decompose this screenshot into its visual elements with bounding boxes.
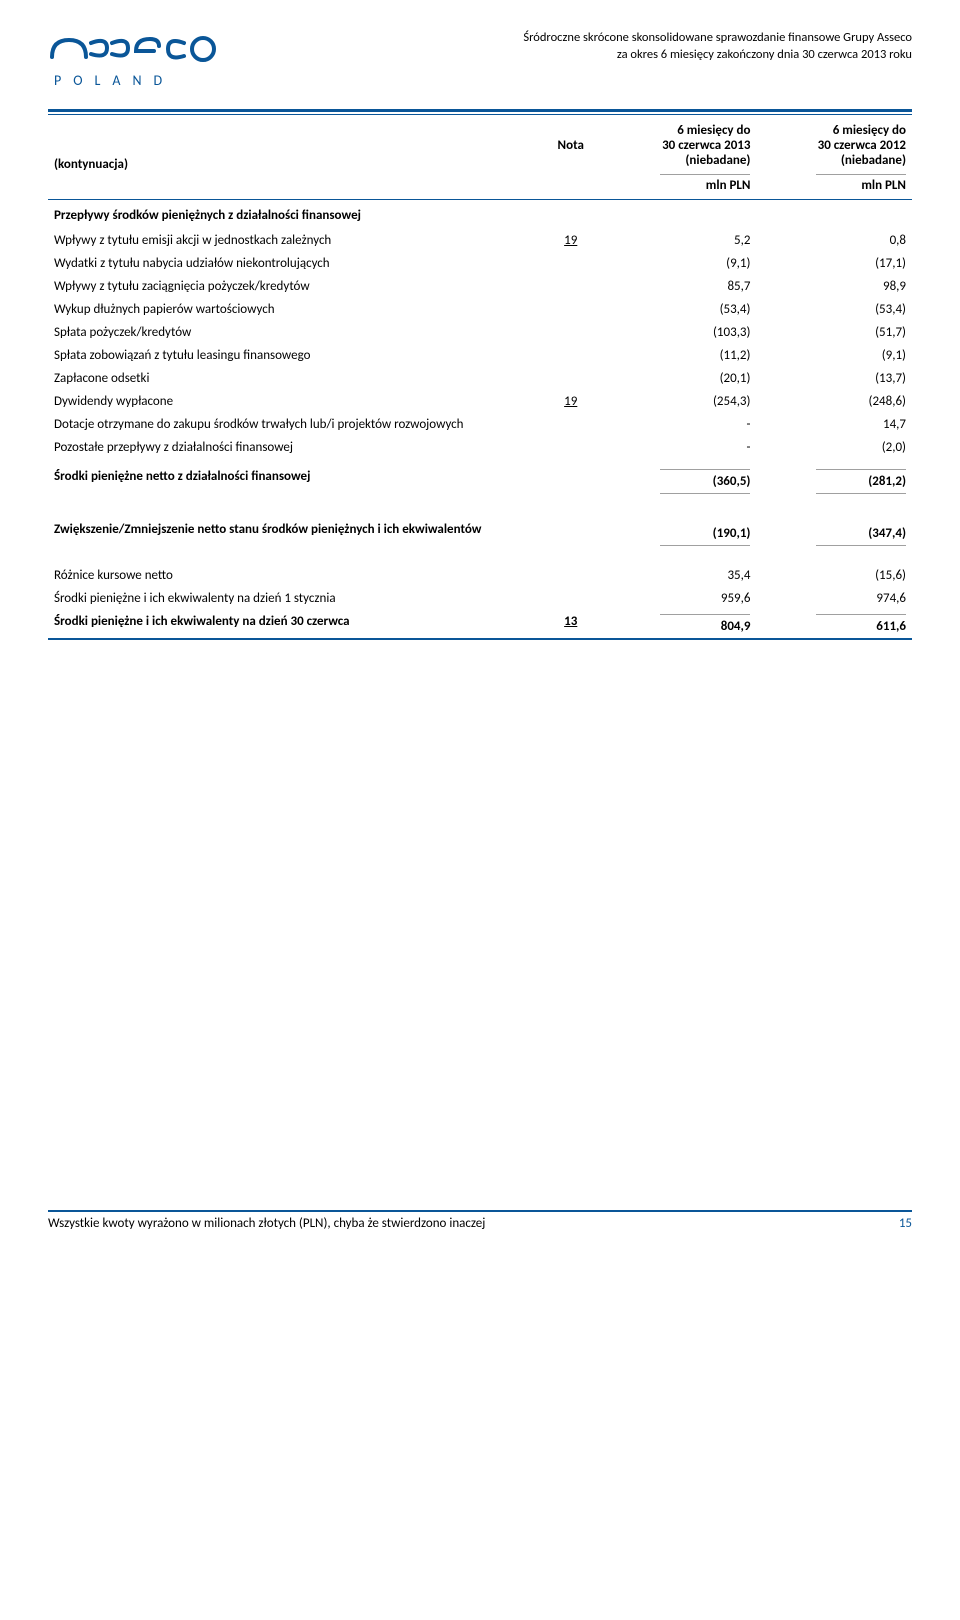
continuation-label: (kontynuacja) <box>54 157 534 172</box>
nota-header: Nota <box>546 138 594 153</box>
table-header-row: (kontynuacja) Nota 6 miesięcy do 30 czer… <box>48 119 912 172</box>
table-row: Wykup dłużnych papierów wartościowych (5… <box>48 298 912 321</box>
row-v2: 0,8 <box>756 229 912 252</box>
period1-l1: 6 miesięcy do <box>607 123 751 138</box>
table-row: Pozostałe przepływy z działalności finan… <box>48 436 912 459</box>
rule-thick <box>48 109 912 112</box>
table-row: Wydatki z tytułu nabycia udziałów niekon… <box>48 252 912 275</box>
table-row: Spłata pożyczek/kredytów (103,3) (51,7) <box>48 321 912 344</box>
cashflow-table: (kontynuacja) Nota 6 miesięcy do 30 czer… <box>48 119 912 640</box>
table-row: Wpływy z tytułu zaciągnięcia pożyczek/kr… <box>48 275 912 298</box>
page-number: 15 <box>899 1216 912 1231</box>
row-v1: 5,2 <box>601 229 757 252</box>
header-title: Śródroczne skrócone skonsolidowane spraw… <box>523 30 912 64</box>
nota-link[interactable]: 19 <box>564 394 577 409</box>
period2-l2: 30 czerwca 2012 <box>762 138 906 153</box>
table-row: Dotacje otrzymane do zakupu środków trwa… <box>48 413 912 436</box>
unit2: mln PLN <box>816 174 906 193</box>
unit-row: mln PLN mln PLN <box>48 172 912 200</box>
asseco-logo-icon <box>48 30 238 70</box>
period1-sub: (niebadane) <box>607 153 751 168</box>
logo-subtext: POLAND <box>54 72 174 89</box>
table-row: Spłata zobowiązań z tytułu leasingu fina… <box>48 344 912 367</box>
table-row: Wpływy z tytułu emisji akcji w jednostka… <box>48 229 912 252</box>
page-header: POLAND Śródroczne skrócone skonsolidowan… <box>48 30 912 89</box>
period2-l1: 6 miesięcy do <box>762 123 906 138</box>
unit1: mln PLN <box>660 174 750 193</box>
header-line2: za okres 6 miesięcy zakończony dnia 30 c… <box>523 47 912 64</box>
page-footer: Wszystkie kwoty wyrażono w milionach zło… <box>48 1210 912 1231</box>
table-row: Dywidendy wypłacone 19 (254,3) (248,6) <box>48 390 912 413</box>
change-row: Zwiększenie/Zmniejszenie netto stanu śro… <box>48 498 912 550</box>
header-line1: Śródroczne skrócone skonsolidowane spraw… <box>523 30 912 47</box>
period1-l2: 30 czerwca 2013 <box>607 138 751 153</box>
opening-row: Środki pieniężne i ich ekwiwalenty na dz… <box>48 587 912 610</box>
logo: POLAND <box>48 30 238 89</box>
closing-double-rule <box>48 639 912 640</box>
nota-link[interactable]: 19 <box>564 233 577 248</box>
footer-note: Wszystkie kwoty wyrażono w milionach zło… <box>48 1216 485 1231</box>
table-row: Zapłacone odsetki (20,1) (13,7) <box>48 367 912 390</box>
nota-link[interactable]: 13 <box>564 614 577 629</box>
fx-row: Różnice kursowe netto 35,4 (15,6) <box>48 550 912 587</box>
row-label: Wpływy z tytułu emisji akcji w jednostka… <box>48 229 540 252</box>
section1-title: Przepływy środków pieniężnych z działaln… <box>48 200 912 230</box>
section-heading: Przepływy środków pieniężnych z działaln… <box>48 200 912 230</box>
period2-sub: (niebadane) <box>762 153 906 168</box>
rule-thin <box>48 114 912 115</box>
closing-row: Środki pieniężne i ich ekwiwalenty na dz… <box>48 610 912 639</box>
net-financing-row: Środki pieniężne netto z działalności fi… <box>48 459 912 498</box>
